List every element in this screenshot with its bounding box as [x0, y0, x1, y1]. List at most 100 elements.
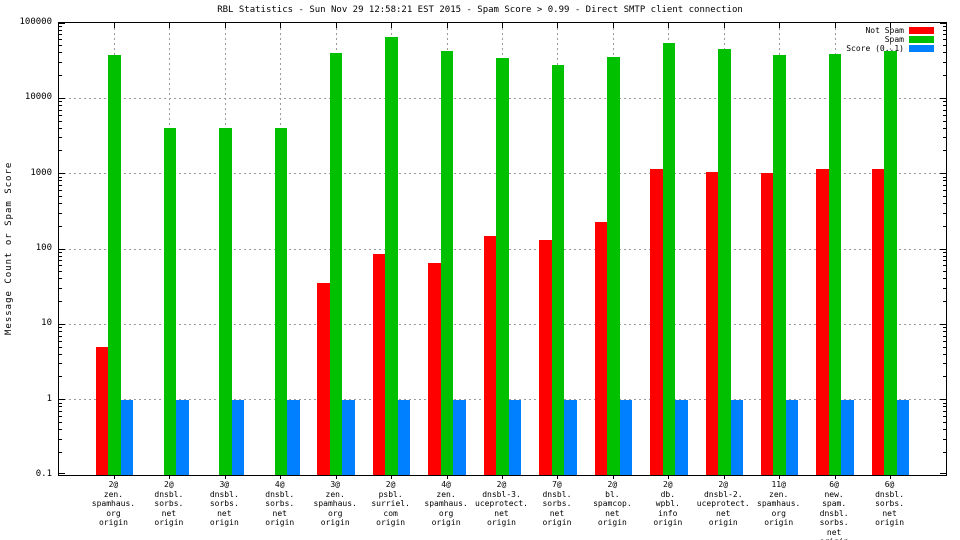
y-minor-tick-left [59, 255, 62, 257]
x-category-label-line: net [605, 508, 620, 518]
bar-score-0-1 [785, 399, 799, 475]
y-minor-tick-right [943, 410, 946, 412]
bar-not-spam [871, 169, 885, 475]
x-category-label-line: org [771, 508, 786, 518]
y-minor-tick-left [59, 301, 62, 303]
y-minor-tick-right [943, 265, 946, 267]
bar-spam [773, 54, 786, 475]
y-minor-tick-right [943, 271, 946, 273]
y-minor-tick-left [59, 120, 62, 122]
y-tick-label: 100000 [19, 17, 52, 27]
x-tick-top [391, 23, 393, 28]
y-minor-tick-right [943, 120, 946, 122]
y-minor-tick-left [59, 212, 62, 214]
y-minor-tick-right [943, 101, 946, 103]
y-major-tick-left [59, 97, 65, 99]
x-category-label-line: net [549, 508, 565, 518]
bar-not-spam [372, 254, 386, 475]
x-tick-bottom [169, 475, 171, 479]
x-category-label-line: origin [542, 518, 572, 527]
x-category-label: 2@ db. wpbl. info origin [626, 480, 710, 528]
y-minor-tick-right [943, 225, 946, 227]
bar-not-spam [317, 283, 330, 475]
y-minor-tick-left [59, 34, 62, 36]
x-category-label-line: 2@ [496, 480, 507, 489]
x-category-label-line: org [106, 508, 121, 518]
x-category-label-line: 6@ [884, 480, 895, 489]
y-minor-tick-right [943, 406, 946, 408]
y-minor-tick-left [59, 195, 62, 197]
legend-swatch-score [909, 45, 934, 52]
y-major-tick-right [940, 323, 946, 325]
x-category-label-line: spamhaus. [424, 499, 468, 508]
y-minor-tick-left [59, 429, 62, 431]
legend-item-not-spam: Not Spam [846, 26, 934, 35]
y-minor-tick-right [943, 335, 946, 337]
x-category-label-line: origin [487, 518, 516, 527]
x-category-label-line: 6@ [829, 480, 839, 489]
bar-score-0-1 [675, 399, 688, 475]
y-minor-tick-right [943, 340, 946, 342]
x-category-label-line: origin [209, 518, 239, 527]
x-category-label-line: 4@ [441, 480, 451, 489]
x-category-label-line: origin [431, 518, 461, 527]
x-category-label-line: org [438, 508, 454, 518]
x-category-label: 4@ dnsbl. sorbs. net origin [238, 480, 322, 528]
y-minor-tick-left [59, 340, 62, 342]
x-category-label-line: spamhaus. [757, 499, 801, 508]
y-minor-tick-right [943, 451, 946, 453]
bar-spam [108, 54, 121, 475]
y-minor-tick-left [59, 327, 62, 329]
legend-item-score: Score (0..1) [846, 44, 934, 53]
y-minor-tick-right [943, 415, 946, 417]
bar-score-0-1 [896, 399, 910, 475]
y-minor-tick-left [59, 45, 62, 47]
y-minor-tick-right [943, 150, 946, 152]
y-minor-tick-right [943, 438, 946, 440]
y-tick-label: 0.1 [35, 469, 52, 479]
y-minor-tick-left [59, 225, 62, 227]
y-tick-label: 10000 [24, 92, 52, 103]
y-minor-tick-right [943, 176, 946, 178]
legend-swatch-spam [909, 36, 934, 43]
bar-not-spam [539, 240, 552, 475]
y-minor-tick-right [943, 45, 946, 47]
x-category-label: 2@ psbl. surriel. com origin [349, 480, 433, 528]
x-category-label-line: net [161, 508, 177, 518]
x-category-label-line: 11@ [771, 480, 786, 489]
y-minor-tick-left [59, 137, 62, 139]
x-tick-bottom [446, 475, 448, 479]
y-minor-tick-right [943, 61, 946, 63]
x-category-label-line: spamcop. [593, 499, 632, 508]
bar-spam [385, 37, 398, 475]
x-category-label-line: sorbs. [819, 518, 849, 527]
x-category-label-line: origin [875, 518, 905, 527]
y-major-tick-right [940, 399, 946, 401]
y-minor-tick-right [943, 195, 946, 197]
legend-swatch-not-spam [909, 27, 934, 34]
x-tick-top [612, 23, 614, 28]
x-tick-top [169, 23, 171, 28]
y-minor-tick-left [59, 421, 62, 423]
x-category-label-line: sorbs. [265, 499, 295, 508]
bar-score-0-1 [397, 399, 411, 475]
x-category-label-line: new. [824, 489, 844, 499]
x-category-label-line: origin [597, 518, 627, 527]
x-category-label-line: uceprotect. [475, 499, 528, 508]
x-category-label: 7@ dnsbl. sorbs. net origin [515, 480, 599, 528]
x-tick-bottom [113, 475, 115, 479]
y-minor-tick-right [943, 203, 946, 205]
bar-not-spam [483, 235, 497, 475]
y-minor-tick-right [943, 212, 946, 214]
x-category-label: 3@ zen. spamhaus. org origin [293, 480, 377, 528]
x-category-label-line: zen. [436, 489, 456, 499]
x-tick-top [335, 23, 337, 28]
x-category-label-line: 2@ [108, 480, 119, 489]
y-minor-tick-right [943, 346, 946, 348]
x-category-label-line: sorbs. [209, 499, 239, 508]
x-category-label-line: dnsbl-3. [482, 489, 521, 499]
x-category-label-line: wpbl. [655, 499, 680, 508]
y-minor-tick-right [943, 363, 946, 365]
y-tick-label: 100 [35, 243, 52, 253]
y-minor-tick-left [59, 353, 62, 355]
